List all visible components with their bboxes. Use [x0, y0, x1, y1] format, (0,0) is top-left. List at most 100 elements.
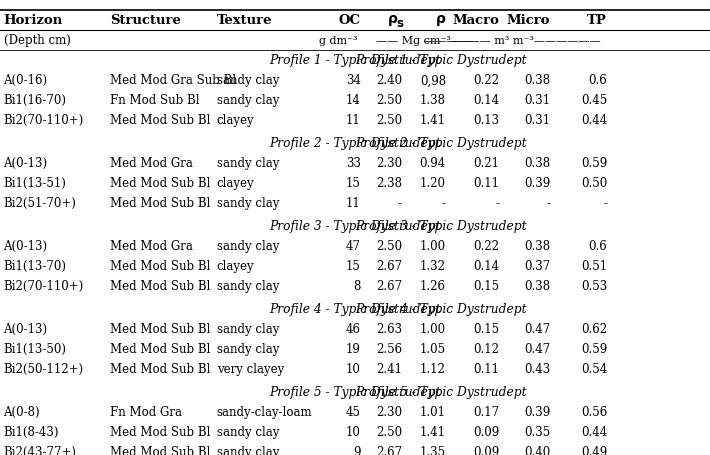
Text: 0.11: 0.11 [473, 177, 499, 190]
Text: 2.50: 2.50 [376, 425, 402, 438]
Text: Med Mod Sub Bl: Med Mod Sub Bl [110, 342, 210, 355]
Text: Fn Mod Gra: Fn Mod Gra [110, 405, 182, 418]
Text: $\mathbf{\rho}$: $\mathbf{\rho}$ [435, 13, 446, 28]
Text: 2.67: 2.67 [376, 279, 402, 293]
Text: clayey: clayey [217, 177, 254, 190]
Text: 0.38: 0.38 [524, 74, 550, 87]
Text: -: - [398, 197, 402, 210]
Text: 0.38: 0.38 [524, 157, 550, 170]
Text: sandy clay: sandy clay [217, 240, 279, 253]
Text: 2.30: 2.30 [376, 405, 402, 418]
Text: Med Mod Sub Bl: Med Mod Sub Bl [110, 445, 210, 455]
Text: A(0-13): A(0-13) [4, 240, 48, 253]
Text: 8: 8 [354, 279, 361, 293]
Text: Horizon: Horizon [4, 15, 62, 27]
Text: 1.00: 1.00 [420, 323, 446, 335]
Text: 0.94: 0.94 [420, 157, 446, 170]
Text: 45: 45 [346, 405, 361, 418]
Text: 0.6: 0.6 [589, 240, 607, 253]
Text: sandy clay: sandy clay [217, 74, 279, 87]
Text: 0.44: 0.44 [581, 425, 607, 438]
Text: Med Mod Sub Bl: Med Mod Sub Bl [110, 114, 210, 127]
Text: 0.40: 0.40 [524, 445, 550, 455]
Text: —————— m³ m⁻³——————: —————— m³ m⁻³—————— [424, 36, 601, 46]
Text: 47: 47 [346, 240, 361, 253]
Text: Med Mod Sub Bl: Med Mod Sub Bl [110, 279, 210, 293]
Text: 0.14: 0.14 [473, 260, 499, 273]
Text: 0.15: 0.15 [473, 279, 499, 293]
Text: Med Mod Sub Bl: Med Mod Sub Bl [110, 425, 210, 438]
Text: 1.38: 1.38 [420, 94, 446, 107]
Text: 0.59: 0.59 [581, 157, 607, 170]
Text: Profile 2 - Typic Dystrudept: Profile 2 - Typic Dystrudept [355, 137, 527, 150]
Text: 0.39: 0.39 [524, 405, 550, 418]
Text: 1.41: 1.41 [420, 114, 446, 127]
Text: 19: 19 [346, 342, 361, 355]
Text: Profile 5 - Typic Dystrudept: Profile 5 - Typic Dystrudept [355, 385, 527, 398]
Text: 0.13: 0.13 [473, 114, 499, 127]
Text: -: - [546, 197, 550, 210]
Text: Fn Mod Sub Bl: Fn Mod Sub Bl [110, 94, 200, 107]
Text: Macro: Macro [452, 15, 499, 27]
Text: Bi1(16-70): Bi1(16-70) [4, 94, 67, 107]
Text: 46: 46 [346, 323, 361, 335]
Text: -: - [495, 197, 499, 210]
Text: Profile 2 - Typic Dystrudept: Profile 2 - Typic Dystrudept [269, 137, 441, 150]
Text: 0.53: 0.53 [581, 279, 607, 293]
Text: Med Mod Sub Bl: Med Mod Sub Bl [110, 197, 210, 210]
Text: Med Mod Sub Bl: Med Mod Sub Bl [110, 260, 210, 273]
Text: 0.44: 0.44 [581, 114, 607, 127]
Text: 0.51: 0.51 [581, 260, 607, 273]
Text: $\mathbf{\rho}$: $\mathbf{\rho}$ [387, 13, 398, 28]
Text: Bi1(8-43): Bi1(8-43) [4, 425, 59, 438]
Text: Bi2(50-112+): Bi2(50-112+) [4, 362, 84, 375]
Text: $\mathbf{s}$: $\mathbf{s}$ [395, 17, 404, 30]
Text: 2.30: 2.30 [376, 157, 402, 170]
Text: Micro: Micro [507, 15, 550, 27]
Text: 15: 15 [346, 177, 361, 190]
Text: Profile 1 - Typic Dystrudept: Profile 1 - Typic Dystrudept [269, 54, 441, 67]
Text: sandy clay: sandy clay [217, 279, 279, 293]
Text: clayey: clayey [217, 114, 254, 127]
Text: 0.22: 0.22 [473, 240, 499, 253]
Text: 0.43: 0.43 [524, 362, 550, 375]
Text: 0.11: 0.11 [473, 362, 499, 375]
Text: 2.63: 2.63 [376, 323, 402, 335]
Text: 2.41: 2.41 [376, 362, 402, 375]
Text: Med Mod Gra: Med Mod Gra [110, 240, 193, 253]
Text: 11: 11 [346, 114, 361, 127]
Text: Profile 1 - Typic Dystrudept: Profile 1 - Typic Dystrudept [355, 54, 527, 67]
Text: 0.12: 0.12 [473, 342, 499, 355]
Text: sandy clay: sandy clay [217, 94, 279, 107]
Text: A(0-13): A(0-13) [4, 157, 48, 170]
Text: 0.09: 0.09 [473, 425, 499, 438]
Text: 1.20: 1.20 [420, 177, 446, 190]
Text: Profile 3 - Typic Dystrudept: Profile 3 - Typic Dystrudept [355, 220, 527, 233]
Text: sandy clay: sandy clay [217, 425, 279, 438]
Text: 0.50: 0.50 [581, 177, 607, 190]
Text: Med Mod Gra Sub Bl: Med Mod Gra Sub Bl [110, 74, 236, 87]
Text: -: - [442, 197, 446, 210]
Text: 1.41: 1.41 [420, 425, 446, 438]
Text: 0.14: 0.14 [473, 94, 499, 107]
Text: 0.62: 0.62 [581, 323, 607, 335]
Text: 2.67: 2.67 [376, 260, 402, 273]
Text: 0.6: 0.6 [589, 74, 607, 87]
Text: Bi2(43-77+): Bi2(43-77+) [4, 445, 77, 455]
Text: 1.26: 1.26 [420, 279, 446, 293]
Text: sandy clay: sandy clay [217, 157, 279, 170]
Text: 0.35: 0.35 [524, 425, 550, 438]
Text: 1.12: 1.12 [420, 362, 446, 375]
Text: 9: 9 [353, 445, 361, 455]
Text: 0.56: 0.56 [581, 405, 607, 418]
Text: clayey: clayey [217, 260, 254, 273]
Text: Bi1(13-51): Bi1(13-51) [4, 177, 67, 190]
Text: Med Mod Sub Bl: Med Mod Sub Bl [110, 323, 210, 335]
Text: OC: OC [339, 15, 361, 27]
Text: 33: 33 [346, 157, 361, 170]
Text: Bi1(13-50): Bi1(13-50) [4, 342, 67, 355]
Text: TP: TP [587, 15, 607, 27]
Text: 34: 34 [346, 74, 361, 87]
Text: A(0-8): A(0-8) [4, 405, 40, 418]
Text: 0.15: 0.15 [473, 323, 499, 335]
